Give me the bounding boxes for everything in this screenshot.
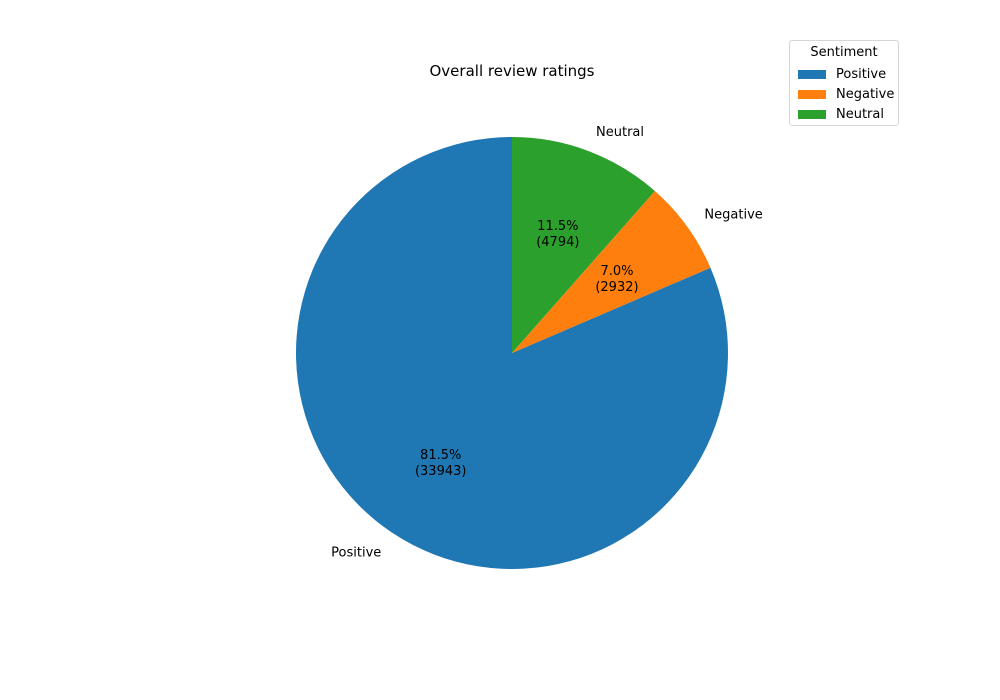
legend-swatch-negative [798,89,826,99]
legend-swatch-positive [798,69,826,79]
legend-label-negative: Negative [836,86,895,102]
slice-count-positive: (33943) [415,464,467,479]
slice-percent-positive: 81.5% [420,448,461,463]
legend-label-neutral: Neutral [836,106,884,122]
chart-title: Overall review ratings [430,62,595,80]
slice-percent-negative: 7.0% [600,264,633,279]
legend-swatch-neutral [798,109,826,119]
legend-label-positive: Positive [836,66,887,82]
slice-percent-neutral: 11.5% [537,219,578,234]
legend: Sentiment Positive Negative Neutral [789,40,899,126]
legend-item-negative: Negative [798,85,894,103]
slice-label-negative: Negative [704,208,762,223]
pie-slice-neutral [512,137,655,353]
slice-count-neutral: (4794) [536,235,579,250]
slice-count-negative: (2932) [595,280,638,295]
legend-item-neutral: Neutral [798,105,884,123]
pie-slice-negative [512,191,711,353]
legend-title: Sentiment [810,45,878,60]
slice-label-positive: Positive [331,545,381,560]
slice-label-neutral: Neutral [596,125,644,140]
legend-item-positive: Positive [798,65,886,83]
